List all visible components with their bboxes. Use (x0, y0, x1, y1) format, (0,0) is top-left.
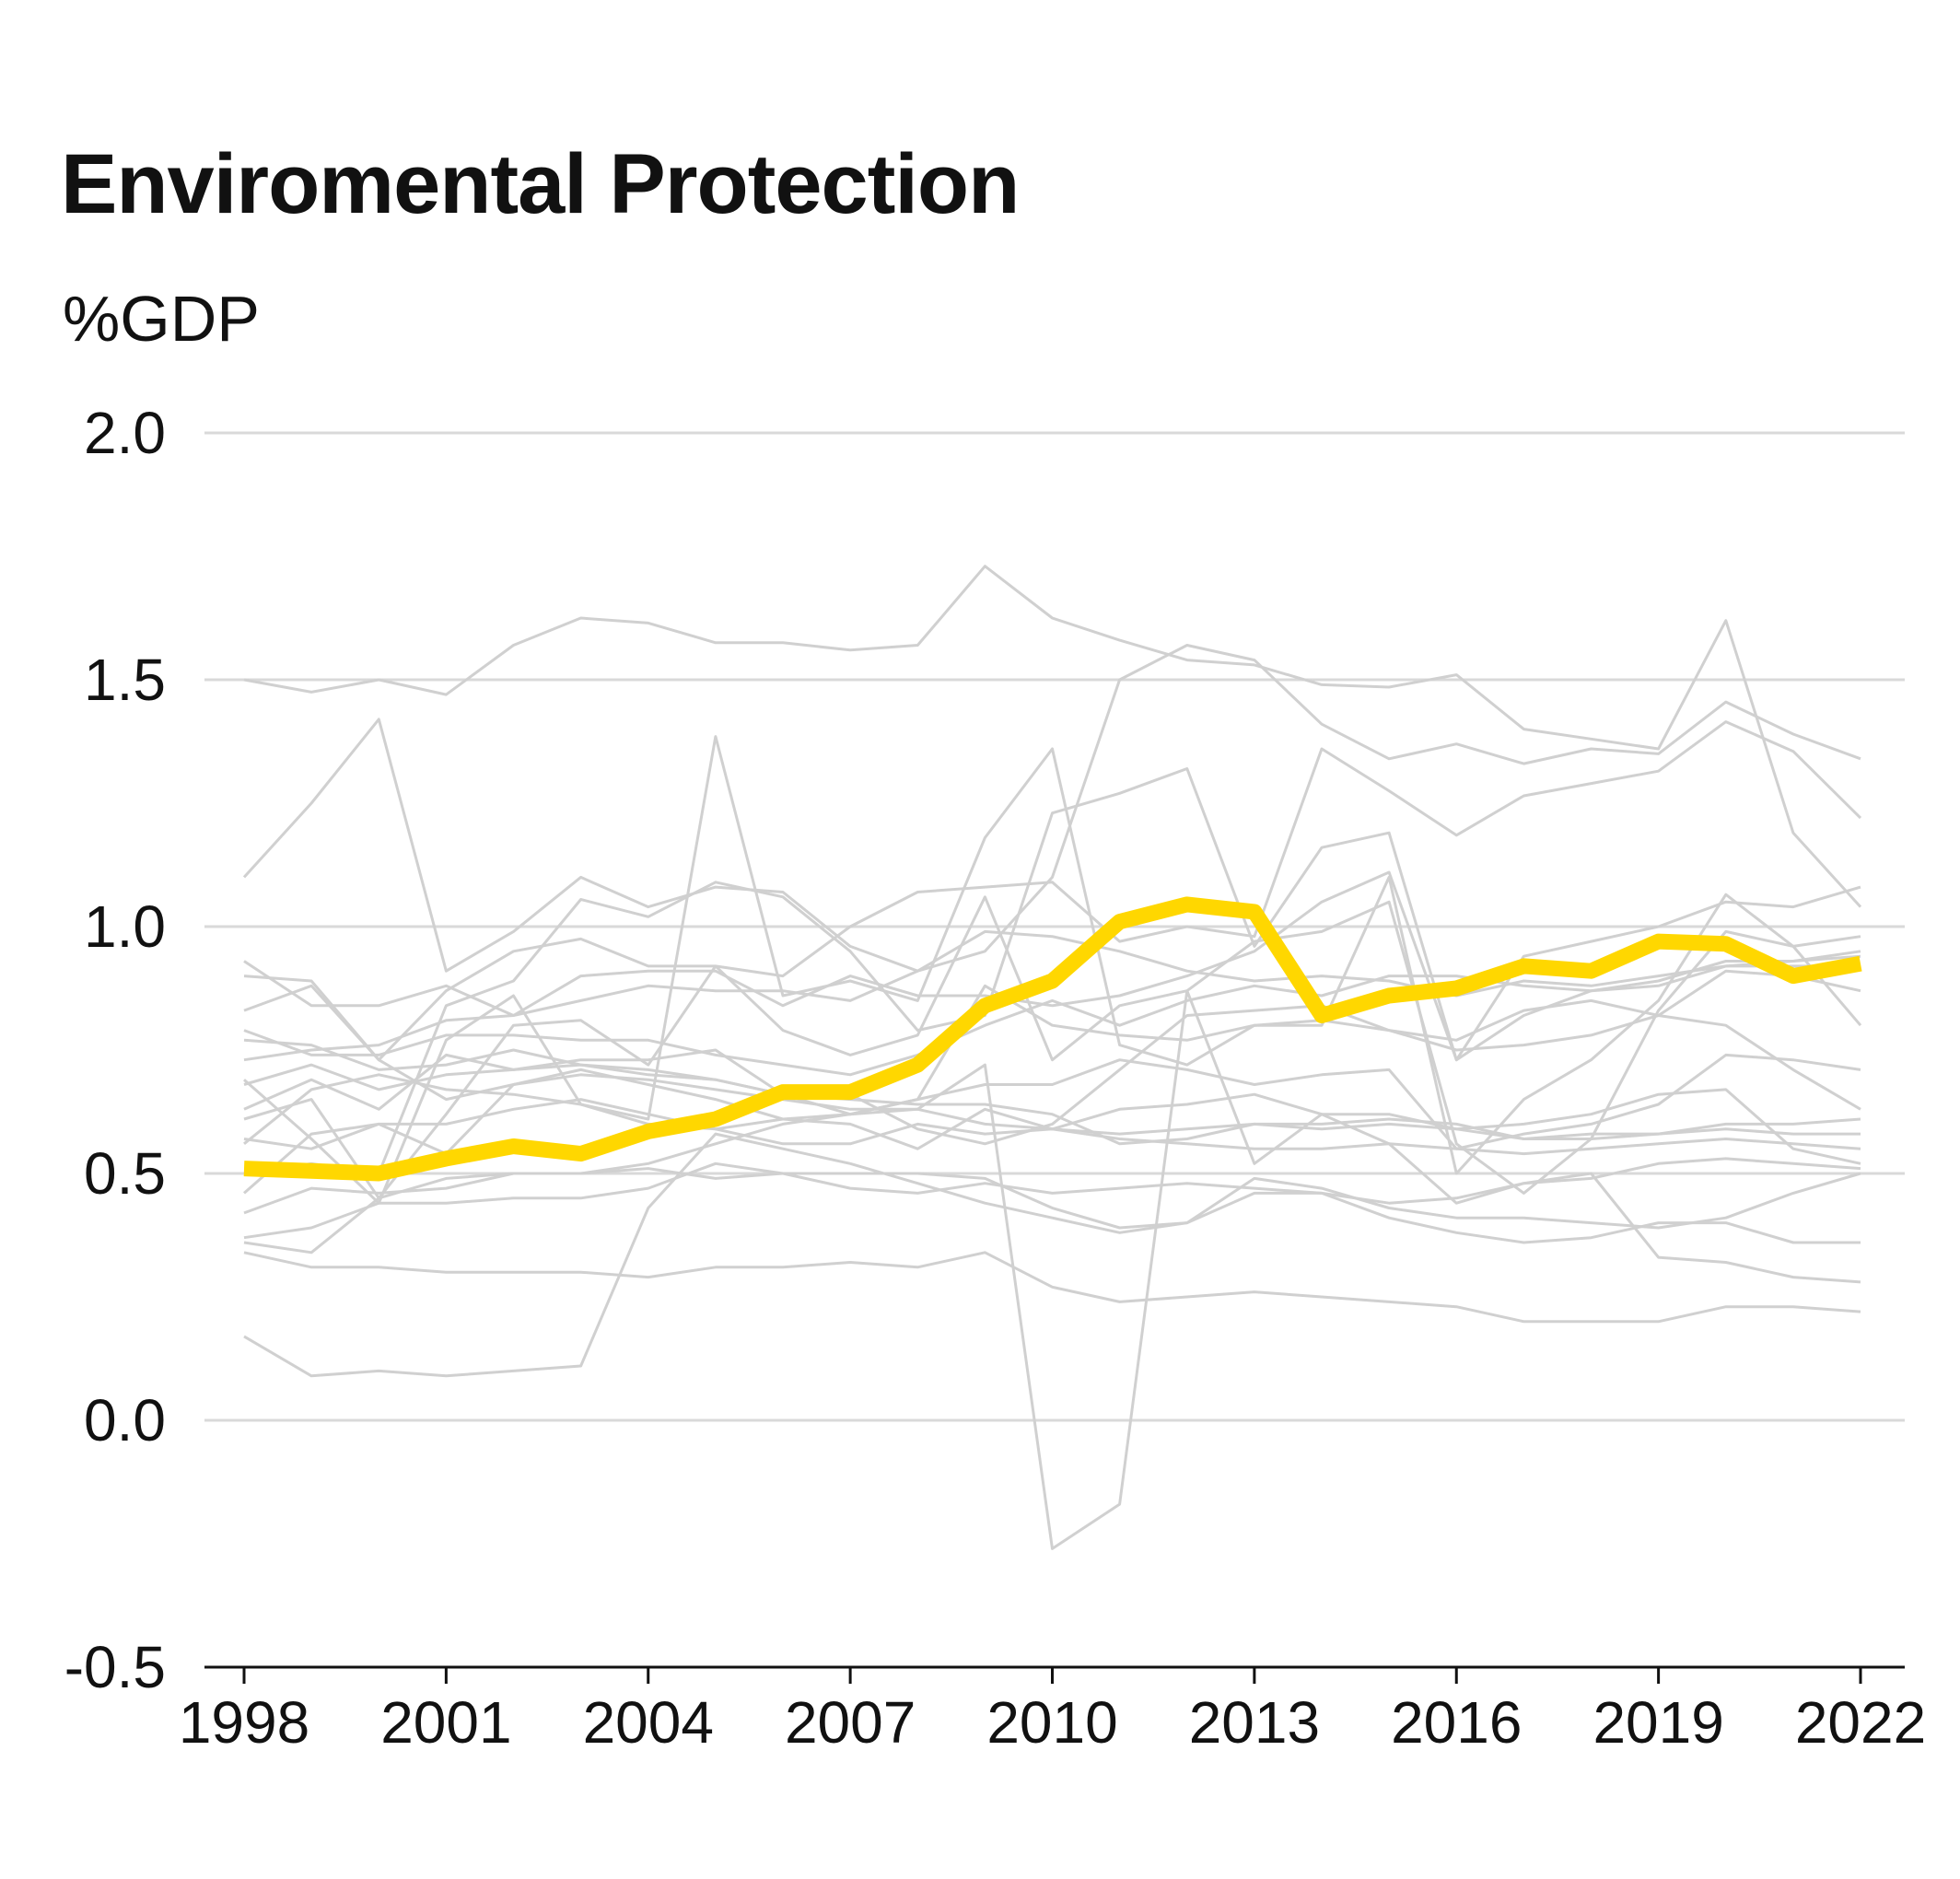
series-line-9 (243, 964, 1861, 1077)
series-line-4 (243, 735, 1862, 1205)
y-tick-label: 1.5 (84, 647, 166, 713)
series-line-6 (243, 767, 1861, 1175)
highlight-series-line (243, 896, 1862, 1182)
x-tick-label: 2001 (380, 1689, 511, 1756)
x-tick-label: 2013 (1189, 1689, 1320, 1756)
y-tick-label: 0.5 (84, 1140, 166, 1207)
grid-lines (204, 431, 1905, 1422)
series-line-8 (243, 929, 1861, 1062)
y-tick-label: -0.5 (64, 1634, 166, 1700)
x-tick-label: 2016 (1391, 1689, 1522, 1756)
x-tick-label: 2007 (785, 1689, 916, 1756)
series-line-15 (243, 1098, 1861, 1156)
chart-title: Enviromental Protection (61, 137, 1020, 231)
series-line-21 (243, 1038, 1861, 1146)
x-axis: 1998 2001 2004 2007 2010 2013 2016 2019 2022 (179, 1665, 1926, 1756)
x-tick-label: 1998 (179, 1689, 309, 1756)
series-line-18 (243, 1251, 1861, 1324)
series-line-16 (243, 1157, 1861, 1240)
series-line-3 (243, 720, 1862, 1062)
y-tick-label: 0.0 (84, 1387, 166, 1453)
x-tick-label: 2019 (1592, 1689, 1723, 1756)
series-line-20 (243, 975, 1861, 1550)
series-line-19 (243, 1132, 1861, 1378)
series-line-2 (242, 644, 1861, 973)
y-tick-label: 1.0 (84, 893, 166, 960)
x-tick-label: 2022 (1795, 1689, 1926, 1756)
y-axis-tick-labels: -0.5 0.0 0.5 1.0 1.5 2.0 (64, 400, 166, 1700)
chart-subtitle: %GDP (63, 283, 260, 355)
y-tick-label: 2.0 (84, 400, 166, 466)
x-tick-label: 2004 (583, 1689, 714, 1756)
x-tick-label: 2010 (986, 1689, 1117, 1756)
highlight-series (243, 896, 1862, 1182)
series-line-12 (243, 1053, 1861, 1150)
series-line-1 (243, 565, 1862, 908)
background-series (242, 565, 1862, 1550)
series-line-11 (243, 998, 1861, 1146)
series-line-17 (243, 1167, 1861, 1255)
